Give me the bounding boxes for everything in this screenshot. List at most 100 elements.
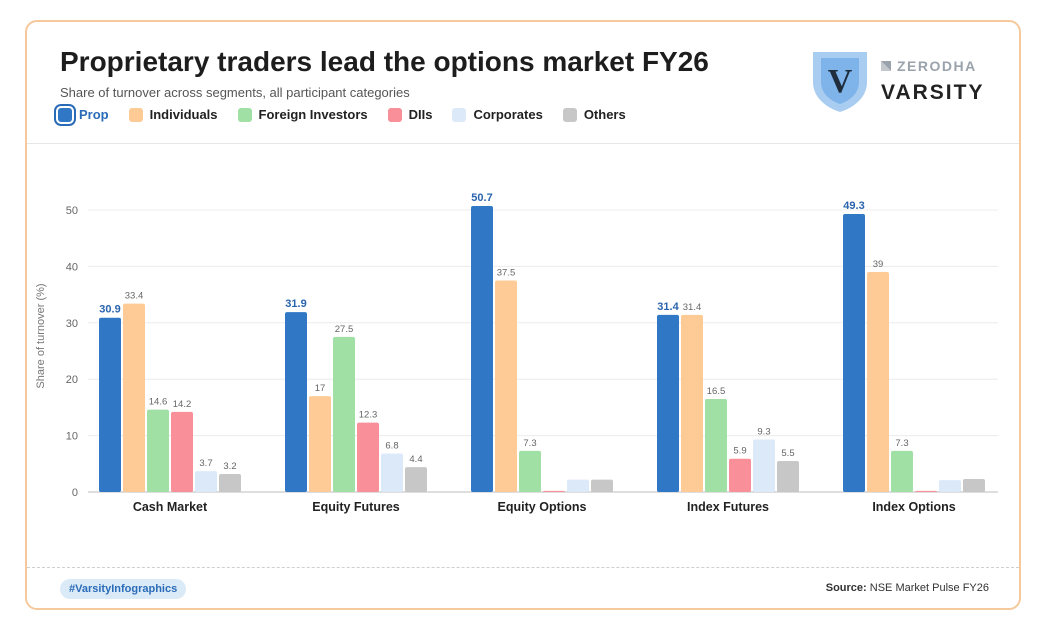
shield-letter: V [828, 63, 853, 100]
bar-diis [171, 411, 193, 492]
bar-foreign-investors [891, 450, 913, 492]
legend-swatch [452, 107, 467, 122]
bar-diis [915, 490, 937, 492]
data-label: 49.3 [843, 200, 864, 212]
data-label: 4.4 [409, 454, 422, 465]
data-label: 31.4 [683, 302, 702, 313]
bar-corporates [567, 479, 589, 492]
y-tick-label: 50 [66, 205, 78, 217]
bar-prop [99, 317, 121, 492]
bar-foreign-investors [705, 398, 727, 492]
source-note: Source: NSE Market Pulse FY26 [826, 582, 989, 594]
shield-icon: V [813, 52, 867, 112]
y-tick-label: 0 [72, 487, 78, 499]
chart-legend: Prop Individuals Foreign Investors DIIs Corp… [54, 103, 646, 126]
y-tick-label: 30 [66, 318, 78, 330]
bar-prop [285, 312, 307, 492]
zerodha-label: ZERODHA [897, 58, 977, 74]
data-label: 3.2 [223, 461, 236, 472]
legend-item-diis[interactable]: DIIs [387, 107, 433, 122]
legend-label: Individuals [149, 107, 218, 122]
legend-item-foreign-investors[interactable]: Foreign Investors [237, 107, 368, 122]
legend-swatch [387, 107, 402, 122]
legend-label: Prop [79, 107, 109, 122]
chart-title: Proprietary traders lead the options mar… [60, 46, 709, 77]
bar-others [405, 467, 427, 492]
x-category-label: Cash Market [133, 500, 208, 514]
legend-item-corporates[interactable]: Corporates [452, 107, 543, 122]
bar-others [963, 479, 985, 492]
data-label: 5.9 [733, 446, 746, 457]
zerodha-mark-icon [881, 61, 891, 71]
bar-individuals [867, 272, 889, 492]
legend-label: Others [583, 107, 626, 122]
data-label: 27.5 [335, 324, 354, 335]
data-label: 17 [315, 383, 326, 394]
data-label: 14.6 [149, 397, 168, 408]
bar-individuals [495, 280, 517, 492]
chart-subtitle: Share of turnover across segments, all p… [60, 85, 410, 100]
legend-label: Corporates [473, 107, 543, 122]
bar-corporates [753, 439, 775, 492]
bar-individuals [123, 303, 145, 492]
legend-swatch [237, 107, 252, 122]
data-label: 7.3 [895, 438, 908, 449]
bar-others [591, 479, 613, 492]
data-label: 31.4 [657, 301, 679, 313]
data-label: 37.5 [497, 268, 516, 279]
x-category-label: Index Futures [687, 500, 769, 514]
varsity-wordmark: VARSITY [881, 81, 985, 104]
bar-corporates [939, 480, 961, 492]
source-label: Source: [825, 582, 867, 594]
data-label: 30.9 [99, 304, 120, 316]
data-label: 16.5 [707, 386, 726, 397]
bar-prop [471, 206, 493, 492]
y-tick-label: 20 [66, 374, 78, 386]
data-label: 31.9 [285, 298, 306, 310]
legend-swatch [562, 107, 577, 122]
data-label: 14.2 [173, 399, 192, 410]
data-label: 5.5 [781, 448, 794, 459]
bar-prop [657, 314, 679, 492]
legend-label: DIIs [408, 107, 433, 122]
legend-item-others[interactable]: Others [562, 107, 626, 122]
footer-divider [27, 567, 1019, 568]
x-category-label: Index Options [872, 500, 955, 514]
bar-individuals [309, 396, 331, 492]
bar-corporates [381, 453, 403, 492]
legend-swatch [128, 107, 143, 122]
bar-prop [843, 213, 865, 492]
data-label: 39 [873, 259, 884, 270]
data-label: 33.4 [125, 291, 144, 302]
data-label: 7.3 [523, 438, 536, 449]
x-category-label: Equity Futures [312, 500, 400, 514]
bar-others [219, 473, 241, 492]
data-label: 12.3 [359, 410, 378, 421]
bar-foreign-investors [519, 450, 541, 492]
bar-foreign-investors [333, 336, 355, 492]
bar-diis [543, 490, 565, 492]
hashtag-badge[interactable]: #VarsityInfographics [60, 579, 187, 599]
legend-item-prop[interactable]: Prop [54, 103, 109, 126]
zerodha-wordmark: ZERODHA [881, 58, 977, 74]
legend-swatch [54, 103, 76, 126]
data-label: 50.7 [471, 192, 492, 204]
y-tick-label: 40 [66, 261, 78, 273]
y-axis-label: Share of turnover (%) [35, 283, 47, 388]
bar-foreign-investors [147, 409, 169, 492]
varsity-logo: V ZERODHA VARSITY [809, 48, 989, 118]
y-tick-label: 10 [66, 431, 78, 443]
legend-item-individuals[interactable]: Individuals [128, 107, 218, 122]
data-label: 9.3 [757, 427, 770, 438]
data-label: 3.7 [199, 458, 212, 469]
bar-others [777, 460, 799, 492]
bar-diis [729, 458, 751, 492]
legend-label: Foreign Investors [258, 107, 368, 122]
source-text: NSE Market Pulse FY26 [869, 582, 989, 594]
bar-corporates [195, 471, 217, 492]
bar-individuals [681, 314, 703, 492]
data-label: 6.8 [385, 441, 398, 452]
bar-diis [357, 422, 379, 492]
header-divider [27, 143, 1019, 144]
